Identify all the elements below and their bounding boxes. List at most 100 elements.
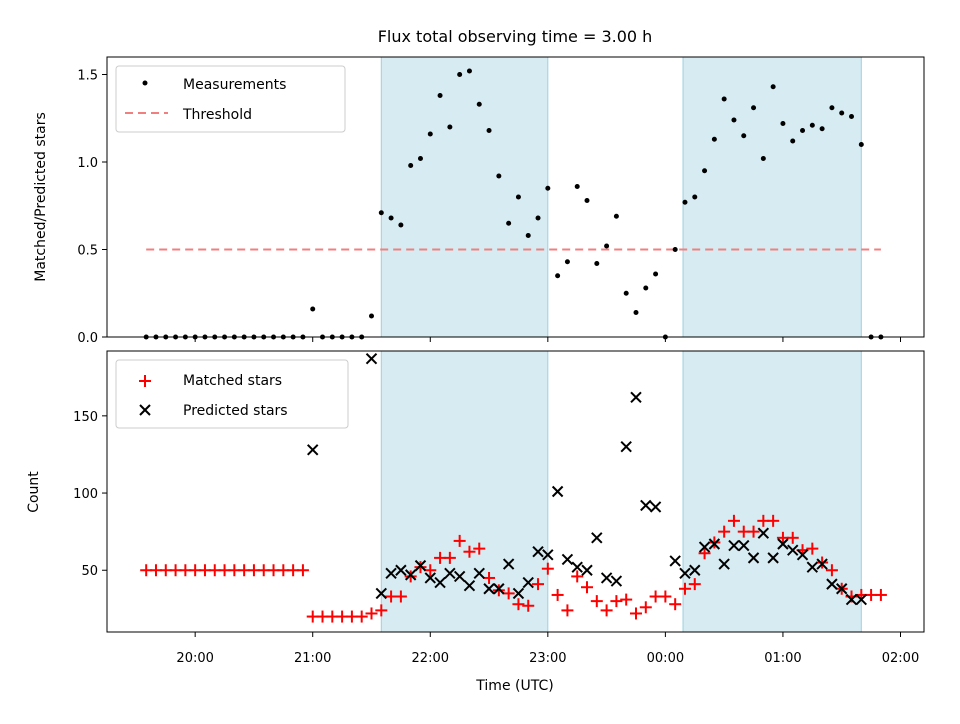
matched-star-point <box>424 564 437 577</box>
top-x-ticks <box>194 337 901 342</box>
matched-star-point <box>532 578 545 591</box>
measurement-point <box>486 128 492 133</box>
predicted-star-point <box>591 532 603 544</box>
predicted-star-point <box>542 549 554 561</box>
measurement-point <box>829 105 835 111</box>
measurement-point <box>368 313 374 319</box>
matched-star-point <box>747 525 760 538</box>
predicted-stars-layer <box>307 353 868 606</box>
measurement-point <box>643 285 649 291</box>
measurement-point <box>466 68 472 74</box>
matched-star-point <box>414 561 427 574</box>
matched-star-point <box>512 598 525 611</box>
x-tick-label: 21:00 <box>294 651 331 666</box>
measurement-point <box>388 215 394 221</box>
measurement-point <box>457 72 463 77</box>
measurement-point <box>496 173 502 179</box>
bottom-legend: Matched stars Predicted stars <box>115 359 349 429</box>
matched-star-point <box>816 556 829 569</box>
legend-marker-measurements <box>142 80 148 86</box>
measurement-point <box>849 114 855 119</box>
shaded-interval <box>683 57 862 337</box>
predicted-star-point <box>375 587 387 600</box>
matched-star-point <box>610 595 623 608</box>
measurement-point <box>310 306 316 312</box>
matched-star-point <box>806 542 819 555</box>
predicted-star-point <box>826 578 838 590</box>
measurement-point <box>702 168 708 174</box>
matched-star-point <box>678 582 691 595</box>
matched-star-point <box>698 547 711 560</box>
measurement-point <box>800 128 806 133</box>
top-y-tick-label: 0.5 <box>77 244 98 259</box>
measurements-layer <box>143 68 884 340</box>
measurement-point <box>545 185 551 191</box>
x-tick-label: 22:00 <box>412 651 449 666</box>
measurement-point <box>751 105 757 111</box>
predicted-star-point <box>414 559 427 572</box>
predicted-star-point <box>708 538 721 550</box>
predicted-star-point <box>385 567 397 580</box>
predicted-star-point <box>581 564 593 576</box>
top-legend-box <box>115 65 346 133</box>
matched-star-point <box>551 588 564 601</box>
matched-star-point <box>473 542 486 555</box>
measurement-point <box>476 101 482 107</box>
predicted-star-point <box>718 558 730 570</box>
predicted-star-point <box>395 564 407 576</box>
matched-star-point <box>561 604 574 617</box>
measurement-point <box>760 156 766 161</box>
measurement-point <box>525 233 531 238</box>
measurement-point <box>574 184 580 189</box>
matched-star-point <box>727 514 740 527</box>
measurement-point <box>604 243 610 249</box>
bottom-panel: 50 100 150 20:00 21:00 22:00 23:00 00:00 01:00 0… <box>26 350 925 694</box>
matched-star-point <box>825 564 838 577</box>
measurement-point <box>515 194 521 200</box>
measurement-point <box>535 215 541 221</box>
matched-star-point <box>522 599 535 612</box>
predicted-star-point <box>787 544 799 556</box>
top-panel: 0.0 0.5 1.0 1.5 Matched/Predicted stars Mea… <box>33 56 925 346</box>
measurement-point <box>623 290 629 296</box>
measurement-point <box>780 121 786 126</box>
matched-star-point <box>767 514 780 527</box>
matched-star-point <box>541 562 554 575</box>
predicted-star-point <box>307 444 319 456</box>
predicted-star-point <box>767 552 779 564</box>
predicted-star-point <box>738 539 750 552</box>
measurement-point <box>731 117 737 123</box>
predicted-star-point <box>679 567 691 580</box>
measurement-point <box>711 136 717 142</box>
predicted-star-point <box>816 558 828 570</box>
predicted-star-point <box>689 564 701 576</box>
matched-star-point <box>620 593 633 606</box>
matched-star-point <box>718 525 731 538</box>
predicted-star-point <box>640 499 652 512</box>
measurement-point <box>692 194 698 200</box>
measurement-point <box>378 210 384 216</box>
bottom-y-ticks: 50 100 150 <box>73 410 107 579</box>
shaded-interval <box>381 57 548 337</box>
measurement-point <box>506 220 512 226</box>
measurement-point <box>427 131 433 137</box>
predicted-star-point <box>845 593 858 606</box>
shaded-interval <box>683 351 862 632</box>
predicted-star-point <box>698 541 711 553</box>
predicted-star-point <box>463 579 476 592</box>
matched-star-point <box>590 595 603 608</box>
legend-marker-matched <box>139 375 151 387</box>
top-y-tick-label: 0.0 <box>77 331 98 346</box>
predicted-star-point <box>855 593 868 606</box>
matched-star-point <box>443 551 456 564</box>
predicted-star-point <box>424 572 436 584</box>
x-tick-label: 00:00 <box>647 651 684 666</box>
predicted-star-point <box>493 583 505 595</box>
measurement-point <box>790 138 796 144</box>
top-y-tick-label: 1.0 <box>77 156 98 171</box>
predicted-star-point <box>453 570 466 583</box>
matched-star-point <box>463 545 476 558</box>
predicted-star-point <box>444 567 456 580</box>
x-tick-label: 20:00 <box>176 651 213 666</box>
